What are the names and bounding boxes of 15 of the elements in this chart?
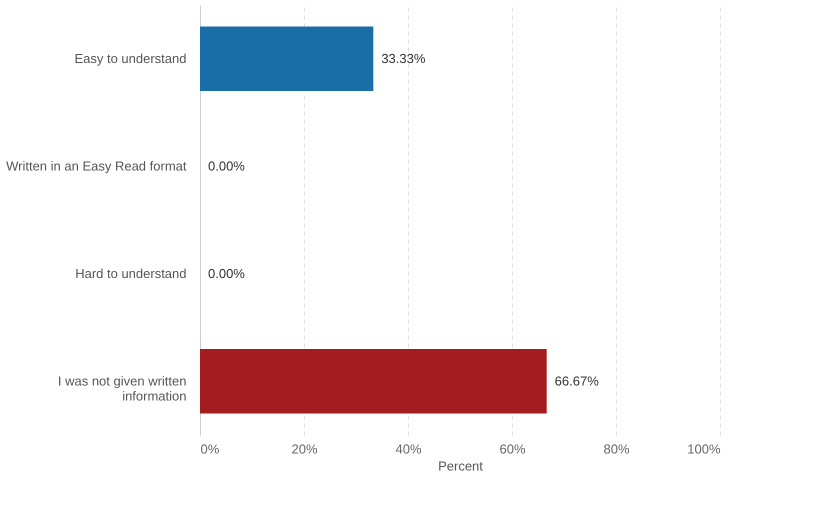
x-tick-label: 40% <box>395 442 422 456</box>
y-tick-label: Hard to understand <box>75 266 186 281</box>
y-tick-label: Written in an Easy Read format <box>6 158 187 174</box>
x-tick-label: 80% <box>603 442 630 456</box>
data-label: 66.67% <box>554 373 600 388</box>
x-tick-label: 20% <box>291 442 318 456</box>
y-tick-label: I was not given written information <box>58 373 186 404</box>
data-label: 33.33% <box>381 50 426 66</box>
data-label: 0.00% <box>208 266 246 281</box>
x-tick-label: 60% <box>499 442 526 456</box>
x-tick-label: 0% <box>200 442 220 456</box>
x-axis-title: Percent <box>438 458 484 474</box>
data-label: 0.00% <box>208 158 246 174</box>
x-tick-label: 100% <box>687 442 721 456</box>
y-tick-label: Easy to understand <box>74 50 186 66</box>
